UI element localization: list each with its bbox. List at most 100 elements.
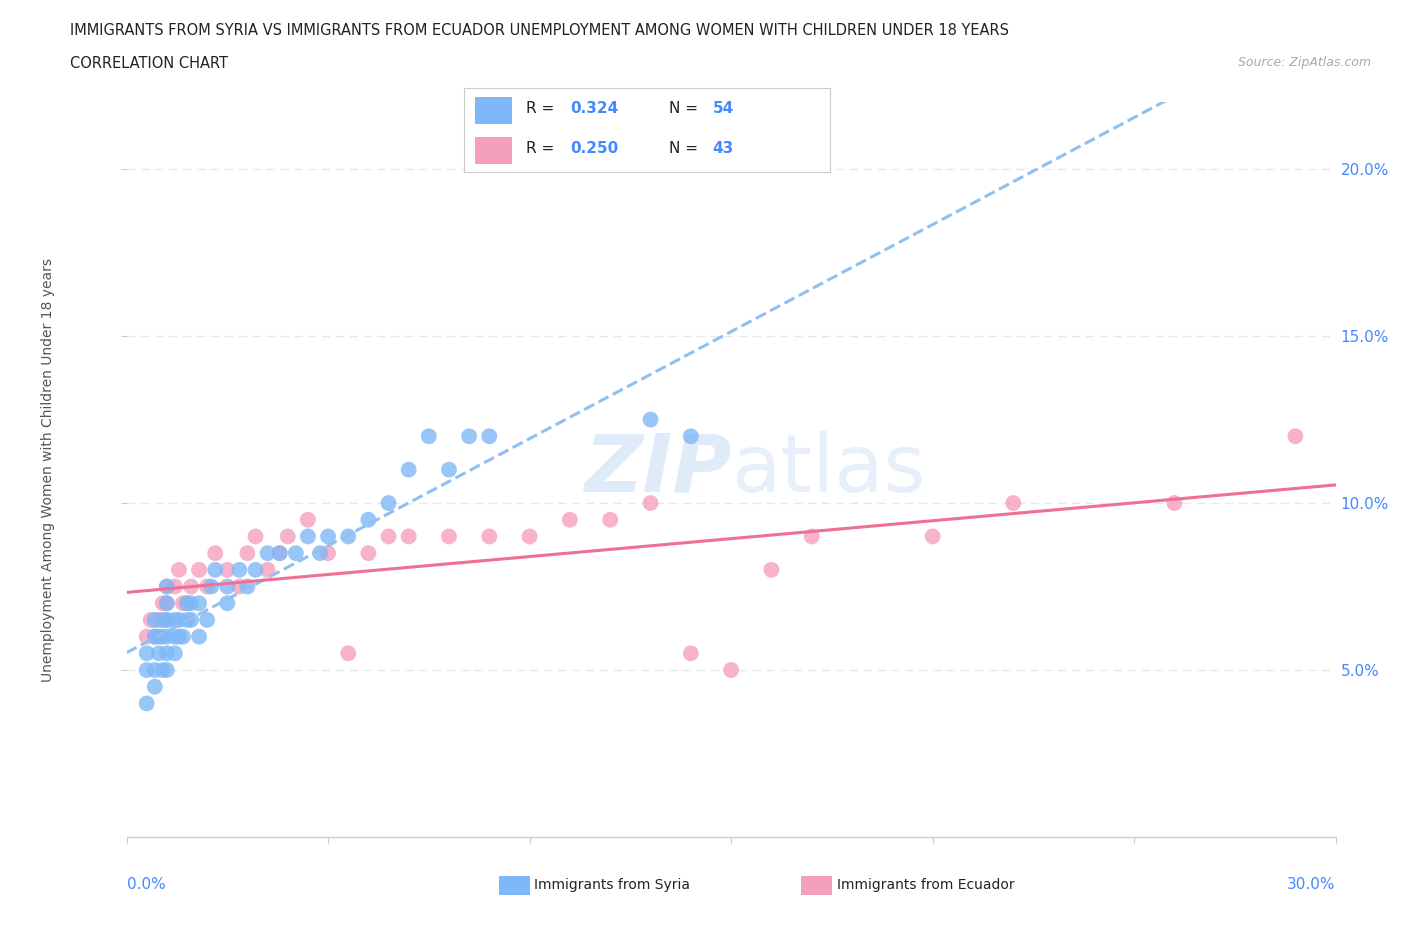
Point xyxy=(478,529,501,544)
Point xyxy=(163,613,186,628)
Point xyxy=(156,613,179,628)
Point xyxy=(277,529,299,544)
Text: 54: 54 xyxy=(713,101,734,116)
Point xyxy=(139,613,162,628)
Point xyxy=(337,529,360,544)
Point xyxy=(297,512,319,527)
Point xyxy=(679,429,702,444)
Point xyxy=(143,679,166,694)
Point xyxy=(156,579,179,594)
Point xyxy=(152,613,174,628)
Point xyxy=(228,579,250,594)
Point xyxy=(256,563,278,578)
Point xyxy=(167,630,190,644)
Point xyxy=(143,630,166,644)
Point xyxy=(148,645,170,660)
Point xyxy=(761,563,783,578)
Point xyxy=(478,429,501,444)
Point xyxy=(640,496,662,511)
Point xyxy=(720,662,742,677)
Point xyxy=(398,529,420,544)
Point xyxy=(163,579,186,594)
Point xyxy=(418,429,440,444)
Text: atlas: atlas xyxy=(731,431,925,509)
Text: IMMIGRANTS FROM SYRIA VS IMMIGRANTS FROM ECUADOR UNEMPLOYMENT AMONG WOMEN WITH C: IMMIGRANTS FROM SYRIA VS IMMIGRANTS FROM… xyxy=(70,23,1010,38)
Point xyxy=(269,546,291,561)
Point xyxy=(640,412,662,427)
Point xyxy=(217,563,239,578)
Text: 0.324: 0.324 xyxy=(569,101,619,116)
FancyBboxPatch shape xyxy=(475,97,512,124)
Point xyxy=(156,579,179,594)
Point xyxy=(172,630,194,644)
Point xyxy=(269,546,291,561)
Point xyxy=(204,546,226,561)
Point xyxy=(188,563,211,578)
Point xyxy=(236,579,259,594)
Text: Source: ZipAtlas.com: Source: ZipAtlas.com xyxy=(1237,56,1371,69)
Point xyxy=(558,512,581,527)
Point xyxy=(152,662,174,677)
Point xyxy=(156,630,179,644)
Point xyxy=(195,579,218,594)
Point xyxy=(172,596,194,611)
Point xyxy=(180,579,202,594)
Point xyxy=(163,645,186,660)
Point xyxy=(152,596,174,611)
Point xyxy=(163,630,186,644)
Point xyxy=(297,529,319,544)
Text: CORRELATION CHART: CORRELATION CHART xyxy=(70,56,228,71)
Text: Immigrants from Syria: Immigrants from Syria xyxy=(534,878,690,893)
Point xyxy=(188,630,211,644)
Point xyxy=(156,613,179,628)
Point xyxy=(377,529,399,544)
Point xyxy=(200,579,222,594)
Point xyxy=(152,630,174,644)
Point xyxy=(167,563,190,578)
Point xyxy=(256,546,278,561)
Point xyxy=(437,529,460,544)
Text: N =: N = xyxy=(669,101,703,116)
Text: ZIP: ZIP xyxy=(583,431,731,509)
Point xyxy=(148,630,170,644)
Text: R =: R = xyxy=(526,101,560,116)
Point xyxy=(599,512,621,527)
FancyBboxPatch shape xyxy=(475,137,512,164)
Point xyxy=(176,596,198,611)
Text: 0.250: 0.250 xyxy=(569,141,619,156)
Point xyxy=(236,546,259,561)
Point xyxy=(309,546,332,561)
Point xyxy=(156,645,179,660)
Point xyxy=(398,462,420,477)
Text: 0.0%: 0.0% xyxy=(127,877,166,893)
Point xyxy=(217,596,239,611)
Point xyxy=(135,696,157,711)
Point xyxy=(188,596,211,611)
Text: 30.0%: 30.0% xyxy=(1288,877,1336,893)
Point xyxy=(921,529,943,544)
Point xyxy=(167,613,190,628)
Point xyxy=(1163,496,1185,511)
Text: 43: 43 xyxy=(713,141,734,156)
Point xyxy=(1002,496,1025,511)
Point xyxy=(245,563,267,578)
Point xyxy=(156,596,179,611)
Point xyxy=(800,529,823,544)
Point xyxy=(437,462,460,477)
Text: N =: N = xyxy=(669,141,703,156)
Point xyxy=(156,662,179,677)
Text: R =: R = xyxy=(526,141,560,156)
Point xyxy=(1284,429,1306,444)
Point xyxy=(228,563,250,578)
Point xyxy=(519,529,541,544)
Point xyxy=(357,512,380,527)
Point xyxy=(135,662,157,677)
Point xyxy=(679,645,702,660)
Point xyxy=(180,613,202,628)
Point xyxy=(135,645,157,660)
Point xyxy=(245,529,267,544)
Point xyxy=(316,529,339,544)
Point xyxy=(156,596,179,611)
Point xyxy=(357,546,380,561)
Point xyxy=(377,496,399,511)
